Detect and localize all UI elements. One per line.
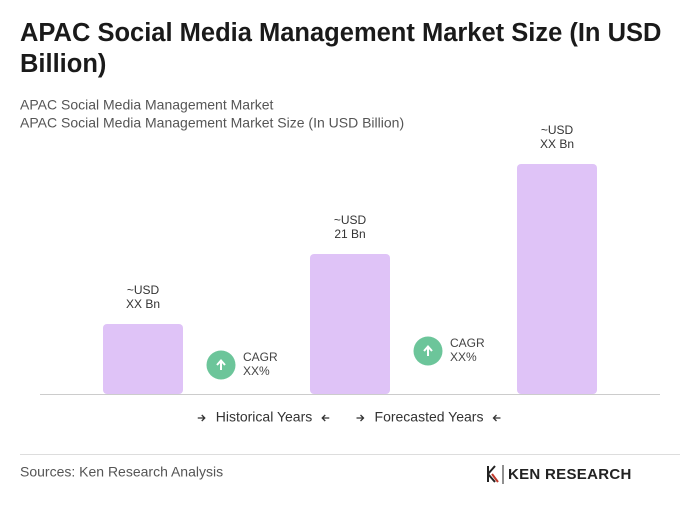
bar [103, 324, 183, 394]
value-label: ~USD [541, 123, 574, 137]
cagr-arrow [216, 358, 226, 370]
period-label: Forecasted Years [375, 409, 484, 425]
bar [310, 254, 390, 394]
period-label: Historical Years [216, 409, 313, 425]
period-arrow [356, 414, 365, 422]
bar [517, 164, 597, 394]
cagr-arrow [423, 344, 433, 356]
cagr-value: XX% [243, 364, 270, 378]
value-label: 21 Bn [334, 227, 365, 241]
value-label: XX Bn [540, 137, 574, 151]
period-arrow [492, 414, 501, 422]
cagr-label: CAGR [450, 336, 485, 350]
value-label: ~USD [127, 283, 160, 297]
subtitle: APAC Social Media Management Market [20, 97, 274, 113]
logo: KEN RESEARCH [508, 466, 632, 483]
chart-title: APAC Social Media Management Market Size… [20, 19, 662, 78]
cagr-label: CAGR [243, 350, 278, 364]
period-arrow [321, 414, 330, 422]
value-label: XX Bn [126, 297, 160, 311]
value-label: ~USD [334, 213, 367, 227]
period-arrow [197, 414, 206, 422]
logo-icon [487, 465, 504, 484]
subtitle: APAC Social Media Management Market Size… [20, 115, 404, 131]
cagr-value: XX% [450, 350, 477, 364]
source: Sources: Ken Research Analysis [20, 464, 223, 480]
